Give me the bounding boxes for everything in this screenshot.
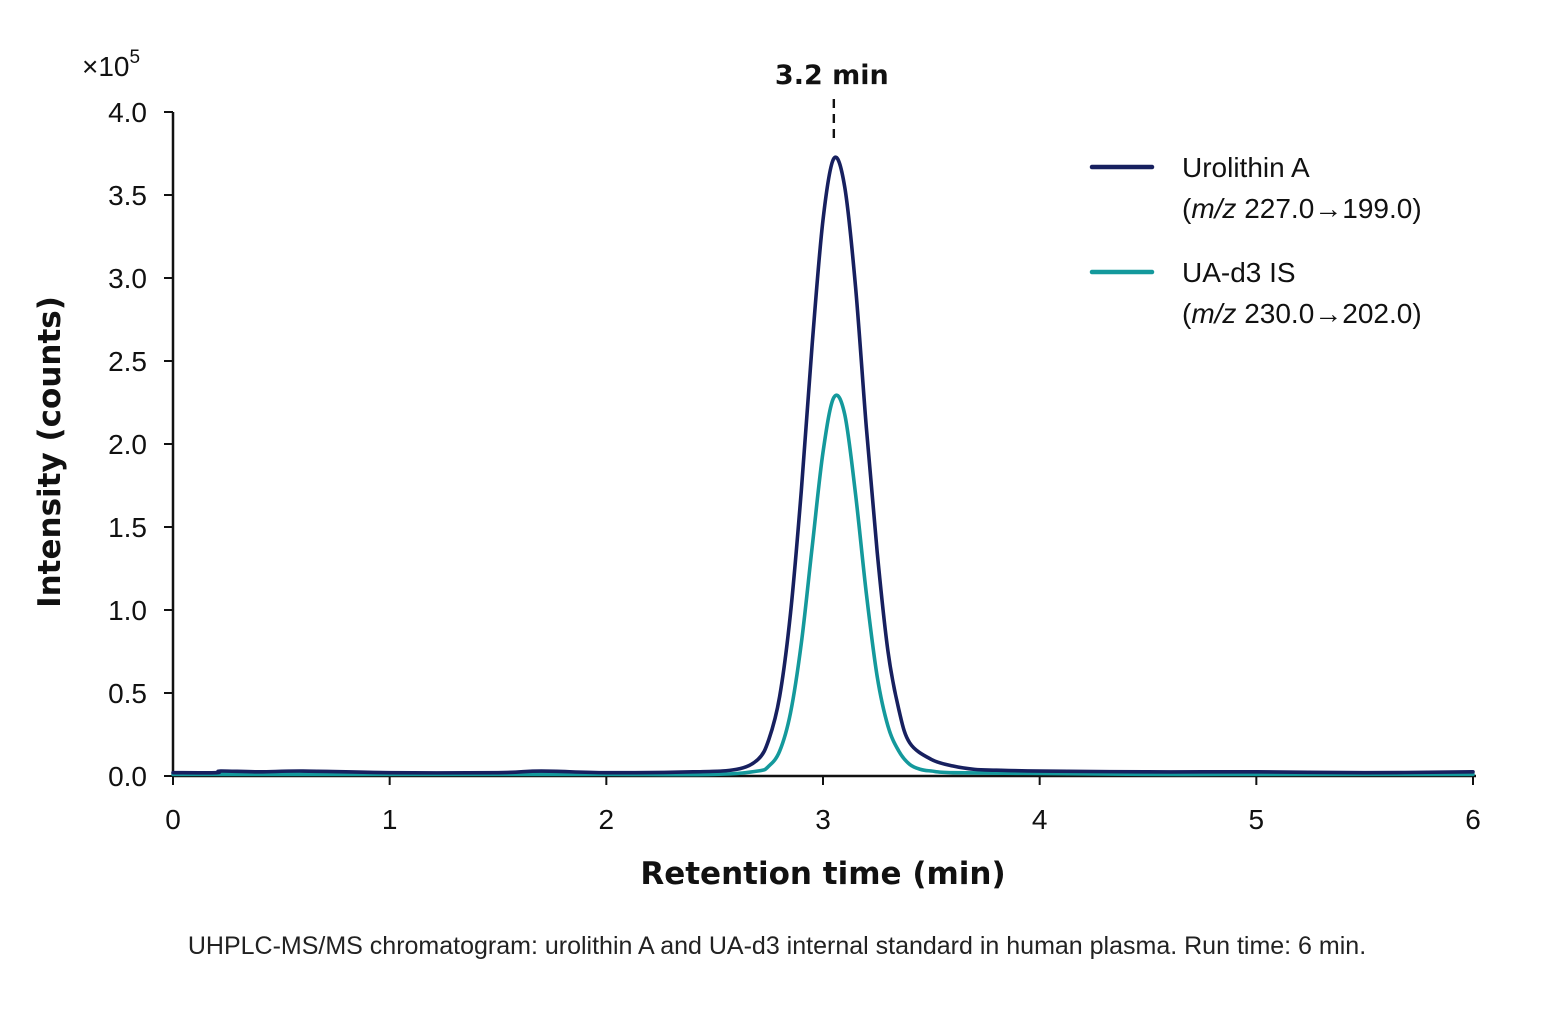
ua-d3-is-line: [171, 393, 1475, 777]
x-tick-label: 0: [165, 804, 181, 835]
legend-label-urolithin-a: Urolithin A: [1182, 152, 1310, 183]
legend-transition-urolithin-a: (m/z 227.0→199.0): [1182, 193, 1422, 224]
legend-label-ua-d3-is: UA-d3 IS: [1182, 257, 1296, 288]
x-tick-label: 5: [1249, 804, 1265, 835]
y-tick-label: 1.0: [108, 595, 147, 626]
y-tick-label: 1.5: [108, 512, 147, 543]
y-tick-label: 0.5: [108, 678, 147, 709]
x-tick-label: 4: [1032, 804, 1048, 835]
y-tick-label: 3.0: [108, 263, 147, 294]
y-axis-title: Intensity (counts): [32, 296, 68, 608]
x-tick-label: 1: [382, 804, 398, 835]
y-multiplier-label: ×105: [82, 47, 140, 82]
x-tick-label: 2: [599, 804, 615, 835]
y-tick-label: 3.5: [108, 180, 147, 211]
chromatogram-chart: 0.0 0.5 1.0 1.5 2.0 2.5 3.0 3.5 4.0 0 1 2 3 4 5 6 ×105 Re…: [32, 47, 1481, 892]
y-tick-label: 2.0: [108, 429, 147, 460]
x-tick-label: 3: [815, 804, 831, 835]
peak-annotation-label: 3.2 min: [775, 60, 889, 91]
x-axis-title: Retention time (min): [640, 856, 1005, 892]
legend-transition-ua-d3-is: (m/z 230.0→202.0): [1182, 298, 1422, 329]
y-tick-label: 0.0: [108, 761, 147, 792]
figure-caption: UHPLC-MS/MS chromatogram: urolithin A an…: [187, 932, 1367, 960]
x-tick-label: 6: [1465, 804, 1481, 835]
y-tick-label: 2.5: [108, 346, 147, 377]
urolithin-a-line: [171, 155, 1475, 775]
y-tick-label: 4.0: [108, 97, 147, 128]
